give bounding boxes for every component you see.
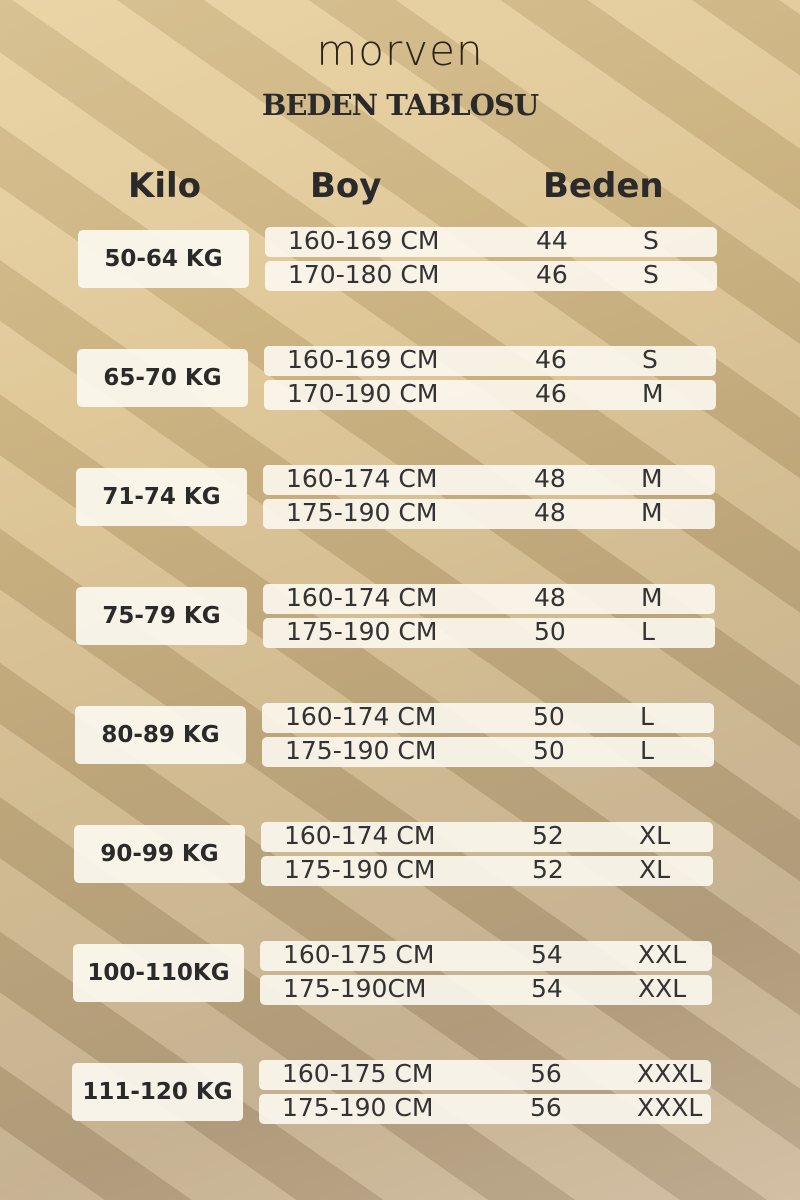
table-row: 175-190CM 54 XXL <box>260 974 712 1005</box>
boy-value: 160-174 CM <box>285 702 437 731</box>
boy-value: 175-190 CM <box>284 855 436 884</box>
table-row: 160-174 CM 52 XL <box>261 821 713 852</box>
beden-number: 52 <box>532 821 564 850</box>
boy-value: 160-169 CM <box>287 345 439 374</box>
table-row: 170-180 CM 46 S <box>265 260 717 291</box>
table-row: 160-175 CM 54 XXL <box>260 940 712 971</box>
size-group: 111-120 KG 160-175 CM 56 XXXL 175-190 CM 56 XX… <box>0 1059 800 1126</box>
page-title: BEDEN TABLOSU <box>261 88 539 122</box>
kilo-label: 80-89 KG <box>75 706 246 764</box>
size-group: 100-110KG 160-175 CM 54 XXL 175-190CM 54 XXL <box>0 940 800 1007</box>
table-row: 160-169 CM 44 S <box>265 226 717 257</box>
beden-size: XXXL <box>637 1093 703 1122</box>
kilo-label: 100-110KG <box>73 944 244 1002</box>
beden-number: 48 <box>534 498 566 527</box>
beden-size: XL <box>639 855 671 884</box>
boy-value: 175-190 CM <box>282 1093 434 1122</box>
beden-number: 50 <box>534 617 566 646</box>
beden-number: 52 <box>532 855 564 884</box>
table-row: 175-190 CM 56 XXXL <box>259 1093 711 1124</box>
boy-value: 160-175 CM <box>283 940 435 969</box>
kilo-label: 75-79 KG <box>76 587 247 645</box>
beden-size: XXXL <box>637 1059 703 1088</box>
beden-number: 50 <box>533 702 565 731</box>
size-group: 90-99 KG 160-174 CM 52 XL 175-190 CM 52 XL <box>0 821 800 888</box>
kilo-label: 111-120 KG <box>72 1063 243 1121</box>
table-row: 175-190 CM 50 L <box>262 736 714 767</box>
boy-value: 175-190 CM <box>286 498 438 527</box>
beden-number: 56 <box>530 1059 562 1088</box>
size-group: 65-70 KG 160-169 CM 46 S 170-190 CM 46 M <box>0 345 800 412</box>
beden-number: 46 <box>536 260 568 289</box>
boy-value: 175-190 CM <box>286 617 438 646</box>
size-group: 50-64 KG 160-169 CM 44 S 170-180 CM 46 S <box>0 226 800 293</box>
beden-size: L <box>640 736 654 765</box>
table-row: 160-174 CM 50 L <box>262 702 714 733</box>
beden-size: L <box>640 702 654 731</box>
brand-logo: morven <box>316 26 484 75</box>
beden-size: S <box>642 345 658 374</box>
boy-value: 160-175 CM <box>282 1059 434 1088</box>
beden-number: 44 <box>536 226 568 255</box>
kilo-label: 65-70 KG <box>77 349 248 407</box>
size-group: 80-89 KG 160-174 CM 50 L 175-190 CM 50 L <box>0 702 800 769</box>
beden-number: 56 <box>530 1093 562 1122</box>
beden-number: 54 <box>531 974 563 1003</box>
boy-value: 160-174 CM <box>284 821 436 850</box>
beden-size: M <box>641 498 663 527</box>
header-beden: Beden <box>543 166 664 206</box>
table-row: 175-190 CM 52 XL <box>261 855 713 886</box>
beden-size: M <box>641 583 663 612</box>
header-boy: Boy <box>310 166 382 206</box>
table-row: 160-174 CM 48 M <box>263 464 715 495</box>
beden-size: L <box>641 617 655 646</box>
beden-size: M <box>641 464 663 493</box>
boy-value: 170-190 CM <box>287 379 439 408</box>
table-row: 175-190 CM 50 L <box>263 617 715 648</box>
boy-value: 160-174 CM <box>286 464 438 493</box>
table-row: 160-174 CM 48 M <box>263 583 715 614</box>
beden-size: XL <box>639 821 671 850</box>
beden-size: XXL <box>638 940 687 969</box>
beden-size: XXL <box>638 974 687 1003</box>
beden-number: 48 <box>534 464 566 493</box>
beden-size: S <box>643 226 659 255</box>
boy-value: 160-169 CM <box>288 226 440 255</box>
header-kilo: Kilo <box>128 166 202 206</box>
kilo-label: 50-64 KG <box>78 230 249 288</box>
size-group: 75-79 KG 160-174 CM 48 M 175-190 CM 50 L <box>0 583 800 650</box>
table-row: 175-190 CM 48 M <box>263 498 715 529</box>
beden-number: 46 <box>535 379 567 408</box>
table-row: 170-190 CM 46 M <box>264 379 716 410</box>
beden-number: 54 <box>531 940 563 969</box>
beden-size: M <box>642 379 664 408</box>
size-group: 71-74 KG 160-174 CM 48 M 175-190 CM 48 M <box>0 464 800 531</box>
beden-number: 50 <box>533 736 565 765</box>
beden-size: S <box>643 260 659 289</box>
beden-number: 48 <box>534 583 566 612</box>
beden-number: 46 <box>535 345 567 374</box>
boy-value: 175-190CM <box>283 974 427 1003</box>
table-row: 160-169 CM 46 S <box>264 345 716 376</box>
boy-value: 170-180 CM <box>288 260 440 289</box>
boy-value: 160-174 CM <box>286 583 438 612</box>
table-row: 160-175 CM 56 XXXL <box>259 1059 711 1090</box>
kilo-label: 90-99 KG <box>74 825 245 883</box>
kilo-label: 71-74 KG <box>76 468 247 526</box>
boy-value: 175-190 CM <box>285 736 437 765</box>
